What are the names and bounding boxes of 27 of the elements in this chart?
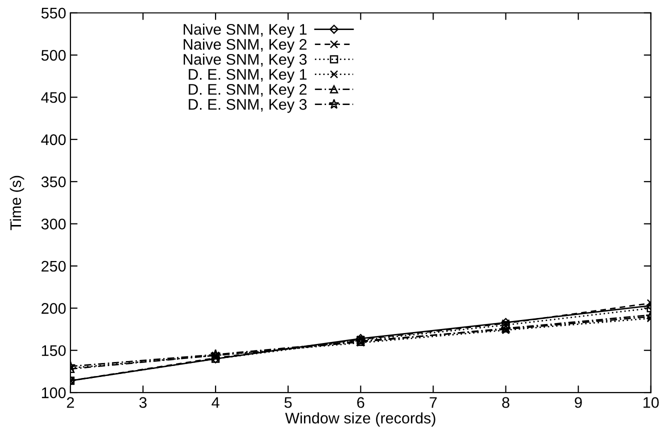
x-tick-label: 8 (502, 397, 510, 408)
y-tick-label: 150 (42, 345, 66, 356)
y-tick-label: 200 (42, 303, 66, 314)
x-tick-label: 2 (66, 397, 74, 408)
x-tick-label: 3 (139, 397, 147, 408)
y-tick-label: 350 (41, 176, 66, 188)
legend-label: Naive SNM, Key 3 (184, 54, 307, 68)
y-tick-label: 400 (41, 134, 66, 146)
x-tick-label: 5 (284, 397, 292, 408)
x-tick-label: 4 (212, 397, 220, 408)
y-tick-label: 250 (42, 260, 66, 272)
x-axis-title: Window size (records) (285, 412, 436, 427)
legend-label: D. E. SNM, Key 3 (188, 98, 307, 113)
legend-label: Naive SNM, Key 1 (184, 24, 307, 38)
y-tick-label: 100 (42, 387, 66, 398)
y-tick-label: 550 (41, 8, 66, 19)
x-tick-label: 6 (357, 397, 364, 408)
y-tick-label: 450 (41, 92, 66, 103)
x-tick-label: 10 (644, 397, 659, 408)
legend-label: D. E. SNM, Key 1 (188, 68, 307, 83)
y-tick-label: 300 (41, 218, 66, 230)
y-axis-title: Time (s) (10, 176, 24, 230)
legend-label: D. E. SNM, Key 2 (188, 84, 307, 98)
x-tick-label: 7 (430, 397, 437, 408)
legend-label: Naive SNM, Key 2 (184, 38, 307, 53)
y-tick-label: 500 (41, 50, 66, 61)
x-tick-label: 9 (574, 397, 582, 408)
